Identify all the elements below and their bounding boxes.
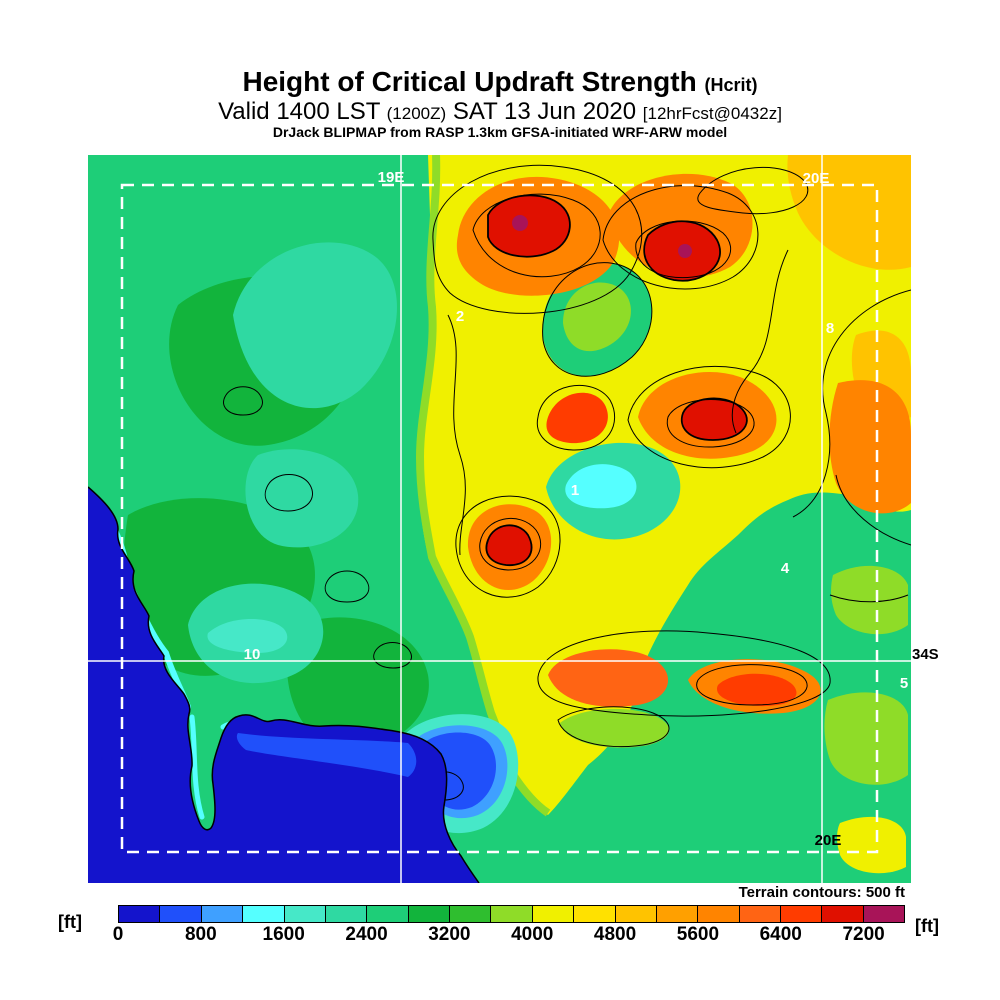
valley-region (565, 464, 637, 509)
region-marker-8: 8 (826, 320, 834, 337)
forecast-map: 19E 20E 20E 2 8 1 4 10 5 (87, 154, 912, 884)
colorbar-segment (367, 906, 409, 922)
colorbar-segment (243, 906, 285, 922)
region-marker-4: 4 (781, 560, 790, 577)
ocean (88, 487, 479, 883)
page-title: Height of Critical Updraft Strength (Hcr… (0, 66, 1000, 98)
domain-boundary-dashed (120, 183, 879, 854)
mountain-core (546, 392, 608, 444)
terrain-shade (287, 617, 429, 749)
region-marker-5: 5 (900, 675, 908, 692)
colorbar-segment (574, 906, 616, 922)
valid-zulu-time: (1200Z) (386, 104, 447, 123)
grid-label-19e: 19E (378, 169, 405, 186)
model-attribution-line: DrJack BLIPMAP from RASP 1.3km GFSA-init… (272, 124, 728, 140)
terrain-shade (829, 380, 911, 514)
colorbar-tick-label: 7200 (842, 924, 885, 945)
peak-core (678, 244, 692, 258)
coastline (87, 486, 480, 884)
colorbar-segment (450, 906, 492, 922)
colorbar-segment (119, 906, 161, 922)
colorbar-tick-label: 800 (184, 924, 217, 945)
bay-shallow (236, 733, 417, 777)
valid-local-time: Valid 1400 LST (218, 98, 380, 125)
colorbar-segment (325, 906, 368, 922)
colorbar-tick-label: 1600 (262, 924, 305, 945)
colorbar-tick-label: 5600 (676, 924, 720, 945)
colorbar (118, 905, 905, 923)
colorbar-tick-label: 4000 (511, 924, 554, 945)
peak-core (485, 524, 533, 566)
title-text: Height of Critical Updraft Strength (242, 66, 697, 97)
region-marker-10: 10 (244, 646, 261, 663)
peak-core (512, 215, 528, 231)
colorbar-tick-label: 4800 (593, 924, 637, 945)
colorbar-segment (532, 906, 575, 922)
unit-label-right: [ft] (915, 916, 939, 936)
colorbar-tick-label: 3200 (428, 924, 471, 945)
grid-label-20e-bottom: 20E (815, 832, 842, 849)
unit-label-left: [ft] (58, 912, 82, 932)
terrain-shade (560, 708, 670, 748)
terrain-shade (245, 449, 359, 548)
valid-date: SAT 13 Jun 2020 (452, 98, 637, 125)
colorbar-segment (615, 906, 657, 922)
colorbar-tick-label: 2400 (345, 924, 388, 945)
region-marker-2: 2 (456, 308, 464, 325)
colorbar-segment (822, 906, 864, 922)
colorbar-ticks: 0 800 1600 2400 3200 4000 4800 5600 6400 7200 (113, 924, 905, 946)
map-image: 19E 20E 20E 2 8 1 4 10 5 (87, 154, 912, 884)
terrain-shade (824, 692, 908, 785)
colorbar-segment (781, 906, 823, 922)
mountain-core (716, 673, 797, 707)
colorbar-tick-label: 0 (112, 924, 124, 945)
terrain-shade (233, 242, 397, 409)
colorbar-segment (656, 906, 699, 922)
colorbar-segment (408, 906, 450, 922)
terrain-contours-note: Terrain contours: 500 ft (738, 884, 905, 901)
grid-label-34s: 34S (912, 646, 939, 663)
region-marker-1: 1 (571, 482, 579, 499)
colorbar-segment (698, 906, 740, 922)
peak-core (487, 194, 571, 258)
title-parameter-abbrev: (Hcrit) (704, 75, 758, 95)
colorbar-segment (284, 906, 326, 922)
colorbar-segment (201, 906, 244, 922)
terrain-shade (831, 565, 908, 635)
peak-core (680, 397, 748, 441)
terrain-shade (837, 816, 906, 874)
colorbar-tick-label: 6400 (759, 924, 802, 945)
grid-label-20e-top: 20E (803, 170, 830, 187)
terrain-contours (223, 164, 912, 801)
terrain-shade (207, 618, 288, 653)
colorbar-segment (491, 906, 533, 922)
forecast-run-info: [12hrFcst@0432z] (642, 104, 782, 123)
colorbar-segment (739, 906, 781, 922)
terrain-shade (787, 155, 911, 270)
mountain-core (548, 649, 669, 707)
colorbar-segment (160, 906, 202, 922)
valid-time-line: Valid 1400 LST (1200Z) SAT 13 Jun 2020 [… (0, 98, 1000, 126)
colorbar-segment (863, 906, 905, 922)
valley-region (563, 282, 631, 352)
